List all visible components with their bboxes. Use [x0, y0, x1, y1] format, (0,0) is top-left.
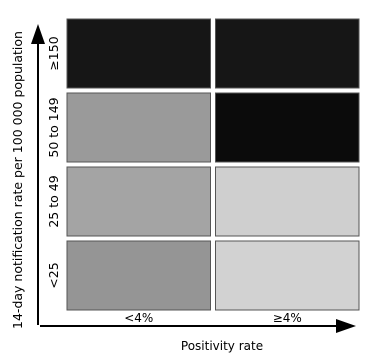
- heatmap-cell: [215, 92, 360, 163]
- y-tick-label: 50 to 149: [46, 97, 61, 157]
- heatmap-cell: [66, 92, 211, 163]
- heatmap-cell: [215, 166, 360, 237]
- x-axis-label: Positivity rate: [181, 339, 263, 353]
- y-axis-label: 14-day notification rate per 100 000 pop…: [10, 31, 25, 329]
- y-tick-label: ≥150: [46, 36, 61, 70]
- x-axis-arrow: [40, 319, 356, 333]
- y-axis-arrow: [31, 24, 45, 325]
- x-tick-labels: <4% ≥4%: [124, 311, 302, 325]
- heatmap-cell: [215, 18, 360, 89]
- y-tick-label: 25 to 49: [46, 175, 61, 227]
- heatmap-cell: [66, 240, 211, 311]
- x-tick-label: <4%: [124, 311, 153, 325]
- y-tick-label: <25: [46, 262, 61, 288]
- y-tick-labels: ≥150 50 to 149 25 to 49 <25: [46, 36, 61, 288]
- heatmap-cell: [215, 240, 360, 311]
- cells-layer: [66, 18, 360, 311]
- heatmap-cell: [66, 18, 211, 89]
- heatmap-cell: [66, 166, 211, 237]
- x-tick-label: ≥4%: [273, 311, 302, 325]
